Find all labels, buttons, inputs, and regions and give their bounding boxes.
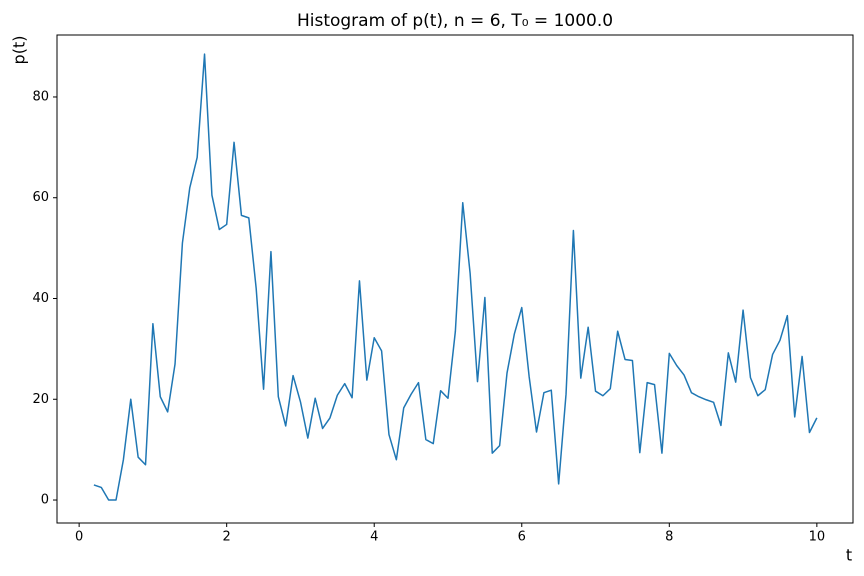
x-tick-label: 8 <box>665 530 673 545</box>
x-tick-label: 10 <box>809 530 826 545</box>
y-tick-label: 60 <box>32 190 49 205</box>
y-tick-label: 0 <box>41 493 49 508</box>
y-tick-label: 20 <box>32 392 49 407</box>
y-axis-label: p(t) <box>10 36 29 65</box>
y-tick-label: 40 <box>32 291 49 306</box>
chart-title: Histogram of p(t), n = 6, T₀ = 1000.0 <box>297 11 613 31</box>
x-tick-label: 0 <box>75 530 83 545</box>
x-axis-label: t <box>846 546 852 565</box>
x-tick-label: 2 <box>223 530 231 545</box>
plot-frame <box>56 34 854 524</box>
x-tick-label: 4 <box>370 530 378 545</box>
y-tick-label: 80 <box>32 89 49 104</box>
data-line <box>93 53 818 501</box>
x-tick-label: 6 <box>518 530 526 545</box>
